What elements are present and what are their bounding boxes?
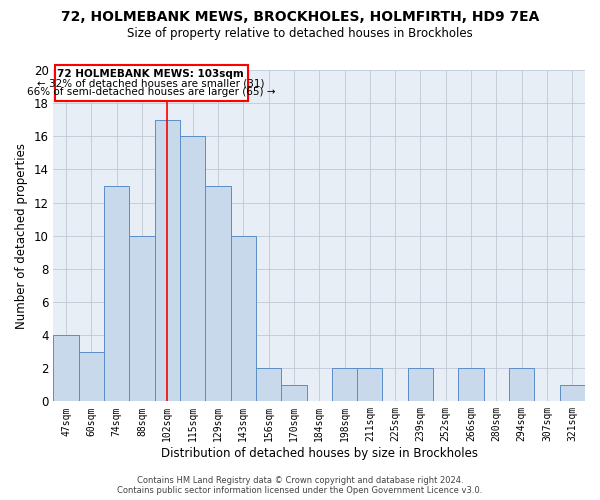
Bar bbox=[180, 136, 205, 402]
Text: Contains HM Land Registry data © Crown copyright and database right 2024.: Contains HM Land Registry data © Crown c… bbox=[137, 476, 463, 485]
Bar bbox=[332, 368, 357, 402]
Bar bbox=[256, 368, 281, 402]
Text: 72 HOLMEBANK MEWS: 103sqm: 72 HOLMEBANK MEWS: 103sqm bbox=[58, 69, 244, 79]
Bar bbox=[458, 368, 484, 402]
Text: Contains public sector information licensed under the Open Government Licence v3: Contains public sector information licen… bbox=[118, 486, 482, 495]
Bar bbox=[509, 368, 535, 402]
Text: ← 32% of detached houses are smaller (31): ← 32% of detached houses are smaller (31… bbox=[37, 78, 265, 88]
Bar bbox=[230, 236, 256, 402]
Text: 66% of semi-detached houses are larger (65) →: 66% of semi-detached houses are larger (… bbox=[26, 88, 275, 98]
Bar bbox=[281, 385, 307, 402]
Bar bbox=[53, 335, 79, 402]
Bar bbox=[205, 186, 230, 402]
Bar bbox=[357, 368, 382, 402]
Text: 72, HOLMEBANK MEWS, BROCKHOLES, HOLMFIRTH, HD9 7EA: 72, HOLMEBANK MEWS, BROCKHOLES, HOLMFIRT… bbox=[61, 10, 539, 24]
X-axis label: Distribution of detached houses by size in Brockholes: Distribution of detached houses by size … bbox=[161, 447, 478, 460]
Y-axis label: Number of detached properties: Number of detached properties bbox=[15, 142, 28, 328]
Text: Size of property relative to detached houses in Brockholes: Size of property relative to detached ho… bbox=[127, 28, 473, 40]
Bar bbox=[155, 120, 180, 402]
Bar bbox=[79, 352, 104, 402]
Bar bbox=[130, 236, 155, 402]
Bar bbox=[104, 186, 130, 402]
Bar bbox=[408, 368, 433, 402]
Bar bbox=[560, 385, 585, 402]
Bar bbox=[55, 65, 248, 100]
